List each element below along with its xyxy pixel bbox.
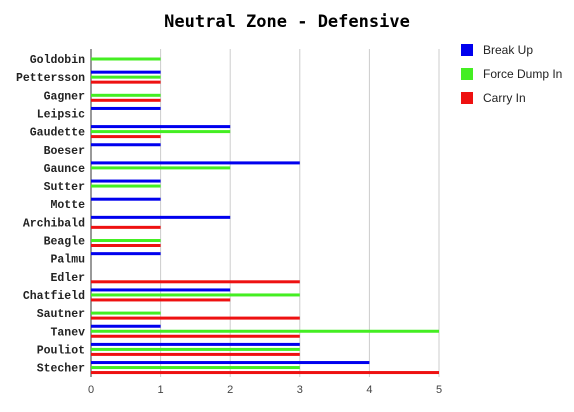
bar-break-up <box>91 161 300 165</box>
bar-force-dump-in <box>91 239 161 242</box>
player-label: Chatfield <box>23 290 85 303</box>
legend-label: Break Up <box>483 43 533 57</box>
legend-swatch <box>461 68 473 80</box>
bar-force-dump-in <box>91 293 300 297</box>
bar-carry-in <box>91 80 161 84</box>
x-tick-label: 1 <box>158 384 164 396</box>
bar-break-up <box>91 324 161 328</box>
bar-break-up <box>91 215 231 219</box>
category-labels: Goldobin Pettersson Gagner Leipsic Gaudette B… <box>16 54 85 376</box>
x-tick-label: 4 <box>366 384 372 396</box>
bar-force-dump-in <box>91 311 161 315</box>
bar-break-up <box>91 70 161 74</box>
bar-force-dump-in <box>91 184 161 188</box>
bar-carry-in <box>91 244 161 247</box>
player-label: Pettersson <box>16 72 85 85</box>
bar-break-up <box>91 143 161 147</box>
legend-label: Force Dump In <box>483 67 562 81</box>
player-label: Goldobin <box>30 54 85 67</box>
bar-force-dump-in <box>91 329 439 333</box>
bar-force-dump-in <box>91 57 161 61</box>
bar-break-up <box>91 106 161 110</box>
bar-carry-in <box>91 352 300 356</box>
legend: Break Up Force Dump In Carry In <box>461 43 562 105</box>
bar-force-dump-in <box>91 93 161 97</box>
player-label: Boeser <box>44 145 86 158</box>
player-label: Archibald <box>23 217 85 230</box>
legend-swatch <box>461 92 473 104</box>
bar-carry-in <box>91 316 300 320</box>
player-label: Gaunce <box>44 163 86 176</box>
x-tick-label: 2 <box>227 384 233 396</box>
player-label: Gagner <box>44 90 86 103</box>
player-label: Sautner <box>37 308 85 321</box>
player-label: Leipsic <box>37 108 85 121</box>
bar-break-up <box>91 288 231 292</box>
player-label: Edler <box>50 272 85 285</box>
x-tick-label: 0 <box>88 384 94 396</box>
player-label: Beagle <box>44 236 86 249</box>
legend-swatch <box>461 44 473 56</box>
player-label: Tanev <box>50 326 85 339</box>
x-tick-label: 3 <box>297 384 303 396</box>
player-label: Pouliot <box>37 344 85 357</box>
x-axis-ticks: 0 1 2 3 4 5 <box>88 384 442 396</box>
bar-break-up <box>91 361 370 365</box>
bar-carry-in <box>91 371 439 375</box>
player-label: Motte <box>50 199 85 212</box>
bar-force-dump-in <box>91 130 231 134</box>
player-label: Stecher <box>37 363 85 376</box>
bar-carry-in <box>91 298 231 302</box>
bar-break-up <box>91 342 300 346</box>
grid <box>90 49 440 377</box>
bar-break-up <box>91 197 161 201</box>
player-label: Gaudette <box>30 127 85 140</box>
bar-carry-in <box>91 334 300 338</box>
bars <box>91 57 439 375</box>
bar-carry-in <box>91 135 161 139</box>
chart-title: Neutral Zone - Defensive <box>164 12 410 32</box>
bar-carry-in <box>91 225 161 229</box>
bar-break-up <box>91 252 161 256</box>
bar-force-dump-in <box>91 347 300 351</box>
bar-carry-in <box>91 280 300 284</box>
player-label: Palmu <box>50 254 85 267</box>
x-tick-label: 5 <box>436 384 442 396</box>
bar-force-dump-in <box>91 366 300 370</box>
player-label: Sutter <box>44 181 86 194</box>
bar-force-dump-in <box>91 75 161 79</box>
bar-break-up <box>91 125 231 129</box>
bar-break-up <box>91 179 161 183</box>
legend-label: Carry In <box>483 91 526 105</box>
bar-carry-in <box>91 98 161 102</box>
bar-force-dump-in <box>91 166 231 170</box>
